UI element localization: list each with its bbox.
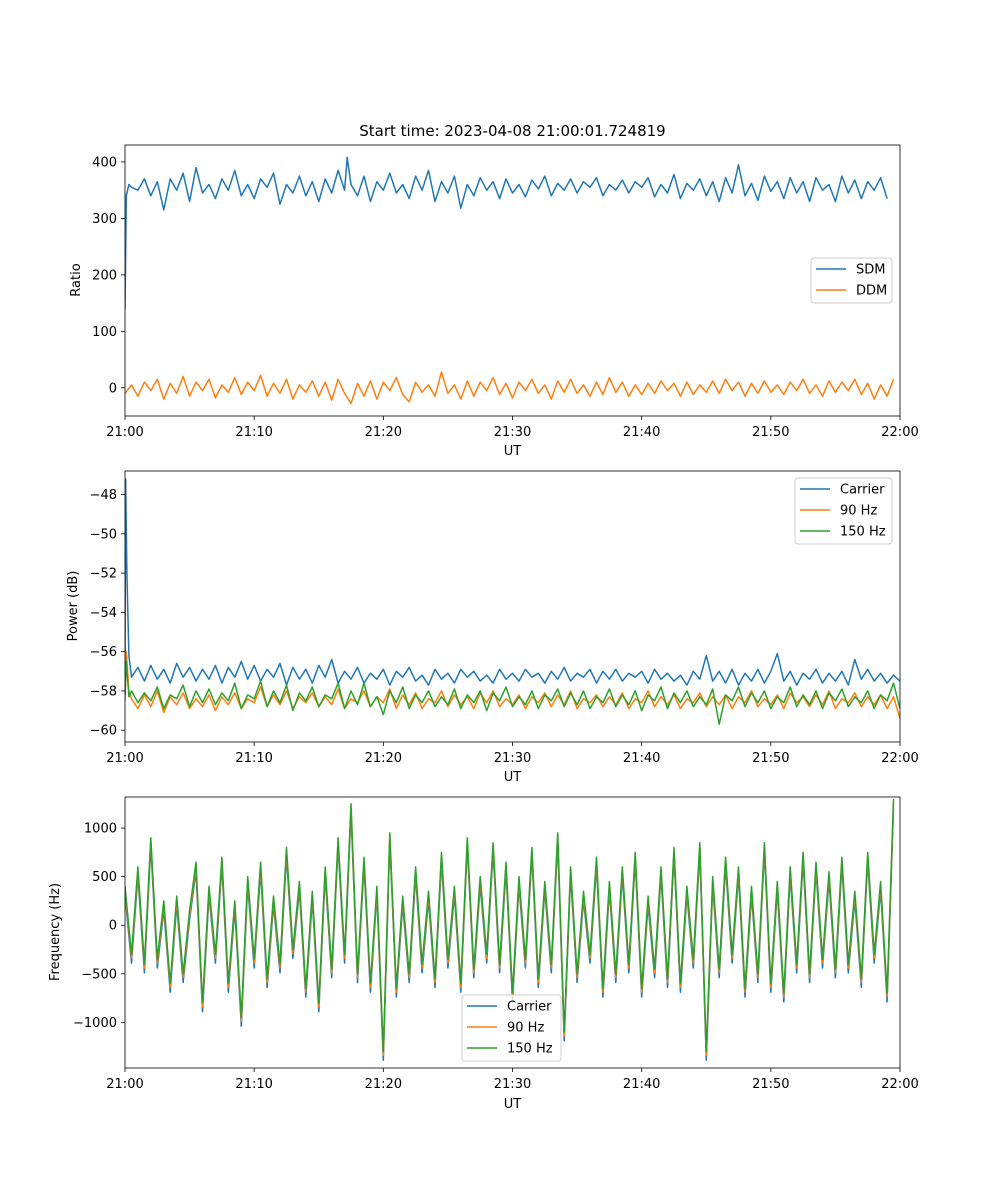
power-x-tick-label: 21:10	[235, 751, 272, 766]
ratio-x-axis-label: UT	[504, 444, 522, 459]
frequency-y-tick-label: 500	[92, 870, 117, 885]
frequency-x-tick-label: 21:40	[623, 1077, 660, 1092]
frequency-y-axis-label: Frequency (Hz)	[48, 883, 63, 981]
ratio-x-tick-label: 21:50	[752, 425, 789, 440]
power-series-line-150-hz	[125, 660, 900, 726]
power-series-group	[125, 478, 900, 726]
power-y-tick-label: −50	[90, 527, 117, 542]
power-y-tick-label: −52	[90, 567, 117, 582]
power-x-tick-label: 21:50	[752, 751, 789, 766]
frequency-legend-label: 150 Hz	[507, 1042, 553, 1057]
power-y-tick-label: −60	[90, 724, 117, 739]
ratio-legend-label: DDM	[856, 284, 887, 299]
ratio-series-group	[125, 156, 895, 405]
ratio-panel: 21:00 21:10 21:20 21:30 21:40 21:50 22:00 0 100 2…	[69, 144, 919, 459]
frequency-x-tick-label: 21:20	[365, 1077, 402, 1092]
ratio-x-tick-label: 21:40	[623, 425, 660, 440]
power-legend: Carrier 90 Hz 150 Hz	[794, 477, 893, 545]
frequency-legend-label: Carrier	[507, 1000, 552, 1015]
power-legend-label: 90 Hz	[840, 504, 877, 519]
ratio-y-tick-label: 0	[109, 381, 117, 396]
frequency-panel: 21:00 21:10 21:20 21:30 21:40 21:50 22:00 −1000…	[48, 796, 919, 1112]
frequency-x-tick-label: 21:30	[494, 1077, 531, 1092]
frequency-x-tick-label: 21:00	[106, 1077, 143, 1092]
frequency-legend-label: 90 Hz	[507, 1021, 544, 1036]
power-x-tick-label: 21:30	[494, 751, 531, 766]
power-x-tick-label: 21:00	[106, 751, 143, 766]
ratio-y-axis-label: Ratio	[69, 263, 84, 296]
frequency-x-tick-label: 22:00	[881, 1077, 918, 1092]
power-legend-label: Carrier	[840, 483, 885, 498]
power-legend-box	[794, 477, 893, 545]
ratio-plot-area: 21:00 21:10 21:20 21:30 21:40 21:50 22:00 0 100 2…	[92, 144, 919, 440]
frequency-legend: Carrier 90 Hz 150 Hz	[461, 994, 562, 1062]
power-y-tick-label: −48	[90, 488, 117, 503]
frequency-plot-area: 21:00 21:10 21:20 21:30 21:40 21:50 22:00 −1000…	[73, 796, 919, 1092]
power-x-tick-label: 22:00	[881, 751, 918, 766]
ratio-y-tick-label: 100	[92, 325, 117, 340]
ratio-legend-label: SDM	[856, 263, 885, 278]
frequency-y-tick-label: 0	[109, 919, 117, 934]
ratio-axes-frame	[124, 144, 901, 417]
power-y-tick-label: −58	[90, 684, 117, 699]
ratio-x-tick-label: 21:20	[365, 425, 402, 440]
power-x-tick-label: 21:20	[365, 751, 402, 766]
frequency-x-tick-label: 21:50	[752, 1077, 789, 1092]
power-x-axis-label: UT	[504, 770, 522, 785]
frequency-x-tick-label: 21:10	[235, 1077, 272, 1092]
ratio-x-tick-label: 21:10	[235, 425, 272, 440]
power-y-axis-label: Power (dB)	[66, 571, 81, 642]
frequency-x-axis-label: UT	[504, 1097, 522, 1112]
power-legend-label: 150 Hz	[840, 525, 886, 540]
power-y-tick-label: −54	[90, 606, 117, 621]
ratio-x-tick-label: 22:00	[881, 425, 918, 440]
frequency-series-line-150-hz	[125, 798, 895, 1053]
frequency-legend-box	[461, 994, 562, 1062]
ratio-x-tick-label: 21:30	[494, 425, 531, 440]
frequency-series-group	[125, 798, 895, 1061]
power-series-line-carrier	[125, 478, 900, 686]
chart-title: Start time: 2023-04-08 21:00:01.724819	[359, 122, 665, 140]
ratio-x-tick-label: 21:00	[106, 425, 143, 440]
power-plot-area: 21:00 21:10 21:20 21:30 21:40 21:50 22:00 −60 −5…	[90, 470, 919, 766]
frequency-y-tick-label: −500	[81, 967, 117, 982]
frequency-y-tick-label: −1000	[73, 1016, 117, 1031]
power-panel: 21:00 21:10 21:20 21:30 21:40 21:50 22:00 −60 −5…	[66, 470, 919, 785]
ratio-series-line-ddm	[125, 371, 895, 405]
ratio-y-tick-label: 400	[92, 155, 117, 170]
power-y-tick-label: −56	[90, 645, 117, 660]
ratio-y-tick-label: 300	[92, 212, 117, 227]
power-x-tick-label: 21:40	[623, 751, 660, 766]
ratio-series-line-sdm	[125, 156, 888, 309]
ratio-legend: SDM DDM	[810, 257, 893, 304]
ratio-y-tick-label: 200	[92, 268, 117, 283]
frequency-y-tick-label: 1000	[84, 822, 117, 837]
